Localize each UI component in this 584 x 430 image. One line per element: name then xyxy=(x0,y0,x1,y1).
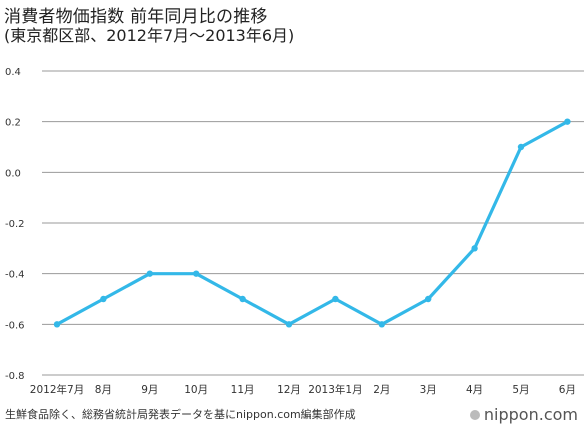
y-tick-label: -0.2 xyxy=(5,219,25,230)
x-tick-label: 9月 xyxy=(141,384,158,396)
series-line xyxy=(55,120,570,326)
data-point xyxy=(425,295,432,303)
x-tick-label: 12月 xyxy=(277,384,301,396)
data-point xyxy=(285,321,293,328)
x-tick-label: 2012年7月 xyxy=(30,383,84,396)
y-tick-label: 0.0 xyxy=(5,168,21,179)
x-tick-label: 3月 xyxy=(420,384,437,396)
nippon-logo: nippon.com xyxy=(469,405,578,424)
x-tick-label: 6月 xyxy=(559,384,576,396)
chart-title: 消費者物価指数 前年同月比の推移 xyxy=(4,7,268,27)
data-point xyxy=(100,295,107,303)
logo-text: nippon.com xyxy=(483,405,578,424)
y-tick-label: 0.4 xyxy=(5,67,21,78)
gridlines xyxy=(42,70,584,376)
data-point xyxy=(53,321,61,328)
y-tick-label: 0.2 xyxy=(5,118,21,129)
data-point xyxy=(146,270,153,277)
logo-mark-icon xyxy=(469,409,480,420)
chart-subtitle: (東京都区部、2012年7月〜2013年6月) xyxy=(4,26,295,45)
y-tick-label: -0.6 xyxy=(5,320,25,331)
source-note: 生鮮食品除く、総務省統計局発表データを基にnippon.com編集部作成 xyxy=(5,408,356,421)
x-tick-label: 5月 xyxy=(512,384,529,396)
data-point xyxy=(239,295,246,303)
y-tick-label: -0.4 xyxy=(5,270,25,281)
data-series xyxy=(53,118,571,328)
data-point xyxy=(332,295,339,303)
x-tick-label: 4月 xyxy=(466,384,483,396)
data-point xyxy=(193,270,200,277)
data-point xyxy=(378,321,385,328)
data-point xyxy=(517,143,525,151)
y-tick-label: -0.8 xyxy=(5,371,25,382)
x-tick-label: 10月 xyxy=(184,384,208,396)
y-axis-labels: 0.4 0.2 0.0 -0.2 -0.4 -0.6 -0.8 xyxy=(5,67,25,382)
x-tick-label: 11月 xyxy=(231,384,255,396)
x-tick-label: 8月 xyxy=(95,384,112,396)
x-tick-label: 2月 xyxy=(373,384,390,396)
data-point xyxy=(471,245,478,252)
x-axis-labels: 2012年7月 8月 9月 10月 11月 12月 2013年1月 2月 3月 4月 5月 6月 xyxy=(30,383,576,396)
x-tick-label: 2013年1月 xyxy=(308,383,362,396)
data-point xyxy=(564,118,571,125)
